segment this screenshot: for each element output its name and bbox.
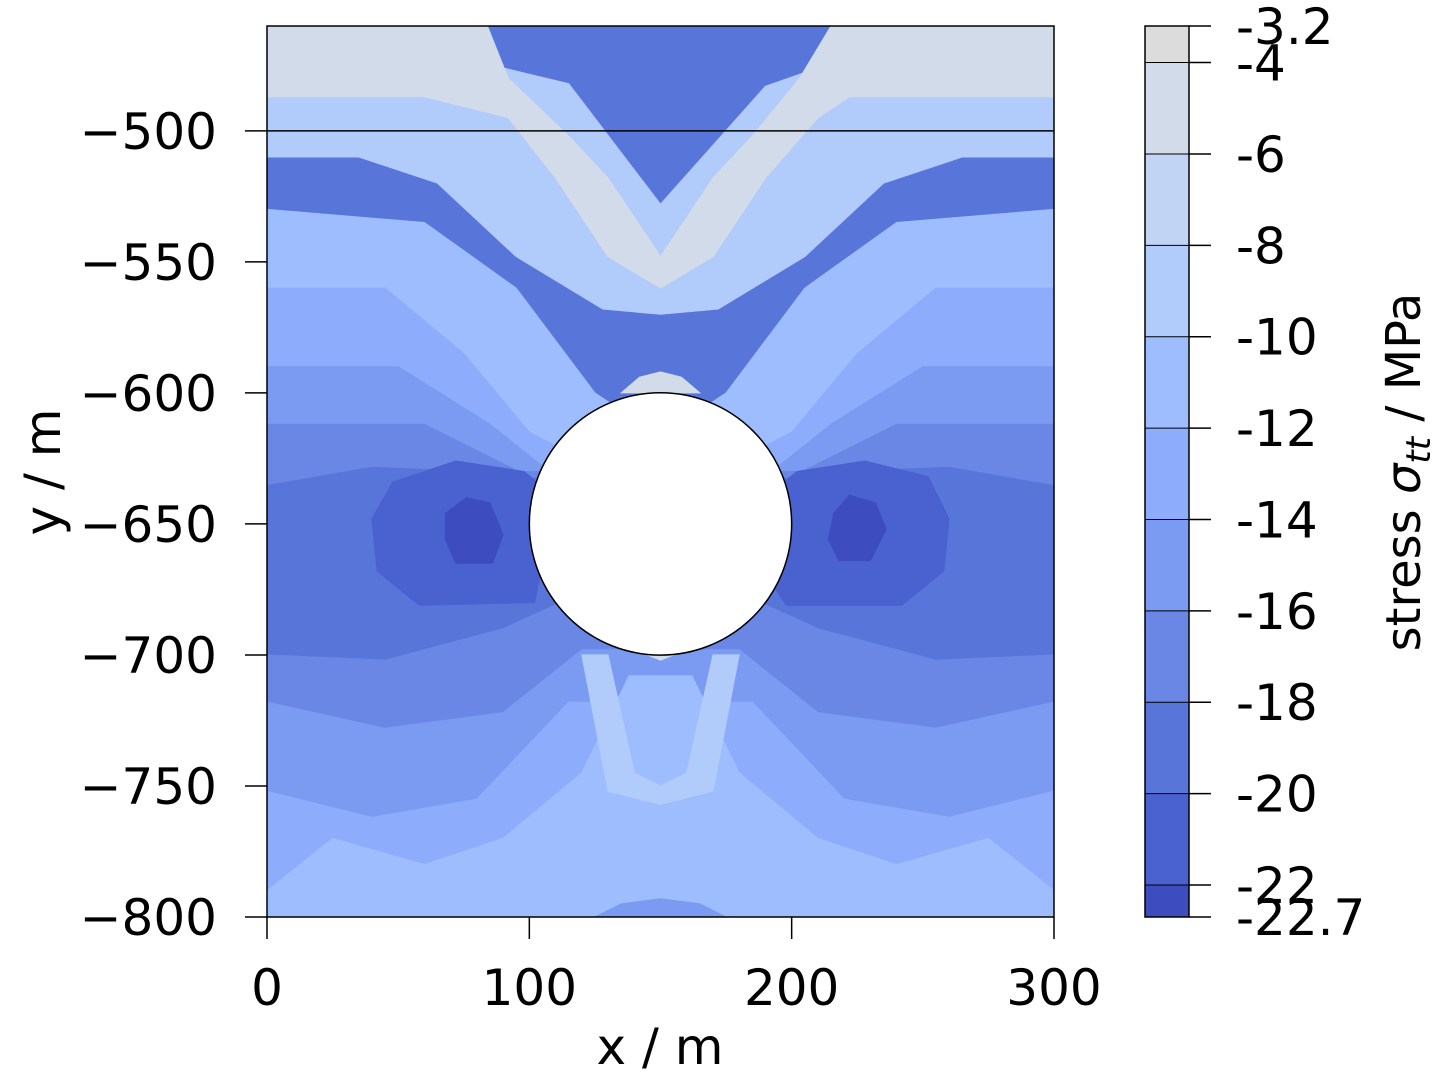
colorbar-tick-label: -10 — [1236, 309, 1318, 367]
y-tick-label: −800 — [80, 889, 217, 947]
y-tick-label: −600 — [80, 365, 217, 423]
contour-region — [267, 67, 1054, 315]
colorbar-band — [1145, 62, 1189, 155]
colorbar-tick-label: -6 — [1236, 126, 1286, 184]
x-tick-label: 0 — [251, 959, 283, 1017]
colorbar-bands — [1145, 26, 1189, 918]
y-tick-label: −700 — [80, 627, 217, 685]
contour-region — [581, 654, 740, 805]
colorbar-band — [1145, 793, 1189, 886]
colorbar-tick-label: -22 — [1236, 857, 1318, 915]
x-axis-label: x / m — [597, 1018, 724, 1076]
colorbar-band — [1145, 885, 1189, 918]
colorbar-band — [1145, 153, 1189, 246]
colorbar-band — [1145, 245, 1189, 338]
colorbar-label-subscript: tt — [1399, 435, 1439, 463]
colorbar-label-symbol: σ — [1376, 462, 1432, 494]
contour-region — [619, 371, 702, 394]
colorbar-tick-label: -14 — [1236, 491, 1318, 549]
y-tick-label: −550 — [80, 234, 217, 292]
colorbar-label: stress σtt / MPa — [1376, 293, 1439, 652]
colorbar-band — [1145, 702, 1189, 795]
x-tick-label: 100 — [482, 959, 577, 1017]
contour-region — [594, 898, 727, 917]
y-axis-label: y / m — [14, 409, 72, 536]
contour-region — [444, 497, 504, 564]
colorbar-band — [1145, 428, 1189, 520]
colorbar-band — [1145, 26, 1189, 64]
x-axis: 0 100 200 300 — [251, 917, 1102, 1017]
colorbar-band — [1145, 336, 1189, 429]
colorbar-tick-label: -18 — [1236, 674, 1318, 732]
colorbar-band — [1145, 610, 1189, 703]
colorbar-tick-label: -16 — [1236, 583, 1318, 641]
colorbar-tick-label: -3.2 — [1236, 0, 1334, 56]
colorbar-tick-label: -12 — [1236, 400, 1318, 458]
x-tick-label: 300 — [1006, 959, 1101, 1017]
colorbar-label-suffix: / MPa — [1376, 293, 1432, 437]
contour-fill-layer — [267, 26, 1054, 917]
colorbar-tick-label: -20 — [1236, 766, 1318, 824]
colorbar-band — [1145, 519, 1189, 612]
colorbar: -3.2-4 -6 -8 -10 -12 -14 -16 -18 -20 -22-22.7 — [1144, 0, 1365, 947]
x-tick-label: 200 — [744, 959, 839, 1017]
y-axis: −500 −550 −600 −650 −700 −750 −800 — [80, 103, 267, 947]
colorbar-tick-label: -22.7 — [1236, 889, 1365, 947]
colorbar-tick-label: -8 — [1236, 217, 1286, 275]
y-tick-label: −750 — [80, 758, 217, 816]
colorbar-label-prefix: stress — [1376, 494, 1432, 651]
colorbar-ticks: -3.2-4 -6 -8 -10 -12 -14 -16 -18 -20 -22-22.7 — [1145, 0, 1365, 947]
y-tick-label: −650 — [80, 496, 217, 554]
y-tick-label: −500 — [80, 103, 217, 161]
plot-area — [266, 25, 1055, 918]
colorbar-tick-label: -4 — [1236, 35, 1286, 93]
contour-region — [267, 26, 1054, 289]
plot-frame — [266, 25, 1055, 918]
contour-region — [827, 494, 887, 562]
cavity-circle — [528, 391, 793, 656]
